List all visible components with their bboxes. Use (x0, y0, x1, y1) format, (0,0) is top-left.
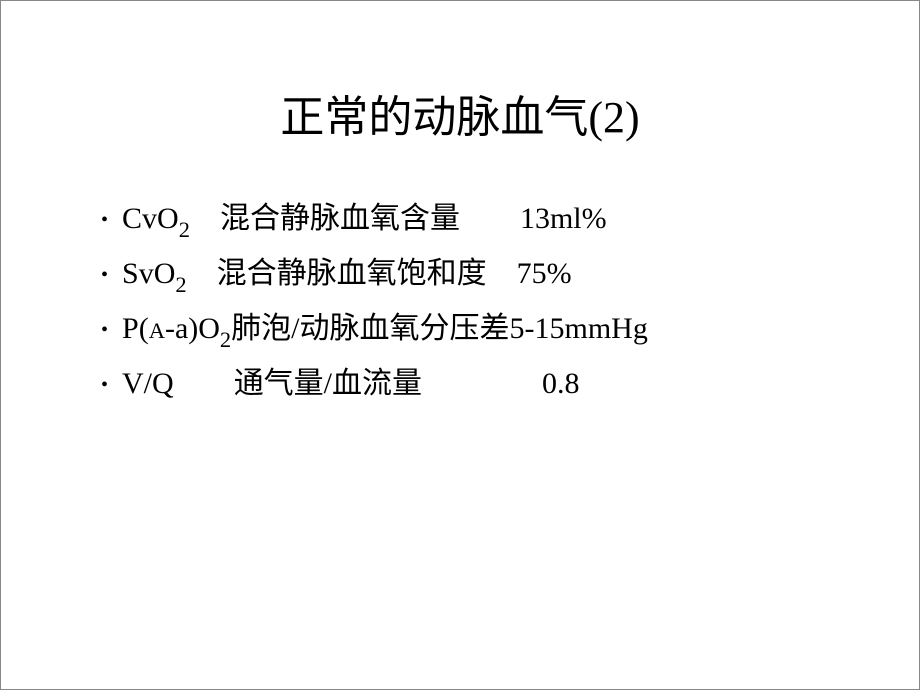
symbol-smallcap: A (149, 318, 165, 343)
bullet-icon: • (101, 204, 108, 236)
spacing (174, 367, 234, 400)
spacing (190, 202, 220, 235)
symbol-prefix: CvO (122, 202, 179, 235)
slide-title: 正常的动脉血气(2) (41, 81, 879, 145)
description: 肺泡/动脉血氧分压差 (231, 312, 509, 345)
symbol-mid: -a)O (165, 312, 220, 345)
value: 5-15mmHg (510, 312, 648, 345)
symbol-subscript: 2 (175, 272, 186, 297)
list-item: • V/Q 通气量/血流量 0.8 (101, 360, 879, 408)
item-text: P(A-a)O2肺泡/动脉血氧分压差5-15mmHg (122, 305, 648, 356)
slide-container: 正常的动脉血气(2) • CvO2 混合静脉血氧含量 13ml% • SvO2 … (0, 0, 920, 690)
item-text: CvO2 混合静脉血氧含量 13ml% (122, 195, 607, 246)
bullet-icon: • (101, 259, 108, 291)
description: 混合静脉血氧含量 (220, 202, 460, 235)
spacing (422, 367, 542, 400)
value: 0.8 (542, 367, 580, 400)
symbol-prefix: SvO (122, 257, 175, 290)
item-text: SvO2 混合静脉血氧饱和度 75% (122, 250, 572, 301)
symbol-prefix: V/Q (122, 367, 174, 400)
list-item: • SvO2 混合静脉血氧饱和度 75% (101, 250, 879, 301)
spacing (487, 257, 517, 290)
value: 75% (517, 257, 572, 290)
spacing (460, 202, 520, 235)
symbol-subscript: 2 (220, 327, 231, 352)
bullet-icon: • (101, 314, 108, 346)
description: 混合静脉血氧饱和度 (217, 257, 487, 290)
symbol-prefix: P( (122, 312, 149, 345)
spacing (187, 257, 217, 290)
bullet-icon: • (101, 369, 108, 401)
list-item: • P(A-a)O2肺泡/动脉血氧分压差5-15mmHg (101, 305, 879, 356)
bullet-list: • CvO2 混合静脉血氧含量 13ml% • SvO2 混合静脉血氧饱和度 7… (41, 195, 879, 408)
symbol-subscript: 2 (179, 217, 190, 242)
value: 13ml% (520, 202, 607, 235)
item-text: V/Q 通气量/血流量 0.8 (122, 360, 580, 408)
description: 通气量/血流量 (234, 367, 422, 400)
list-item: • CvO2 混合静脉血氧含量 13ml% (101, 195, 879, 246)
